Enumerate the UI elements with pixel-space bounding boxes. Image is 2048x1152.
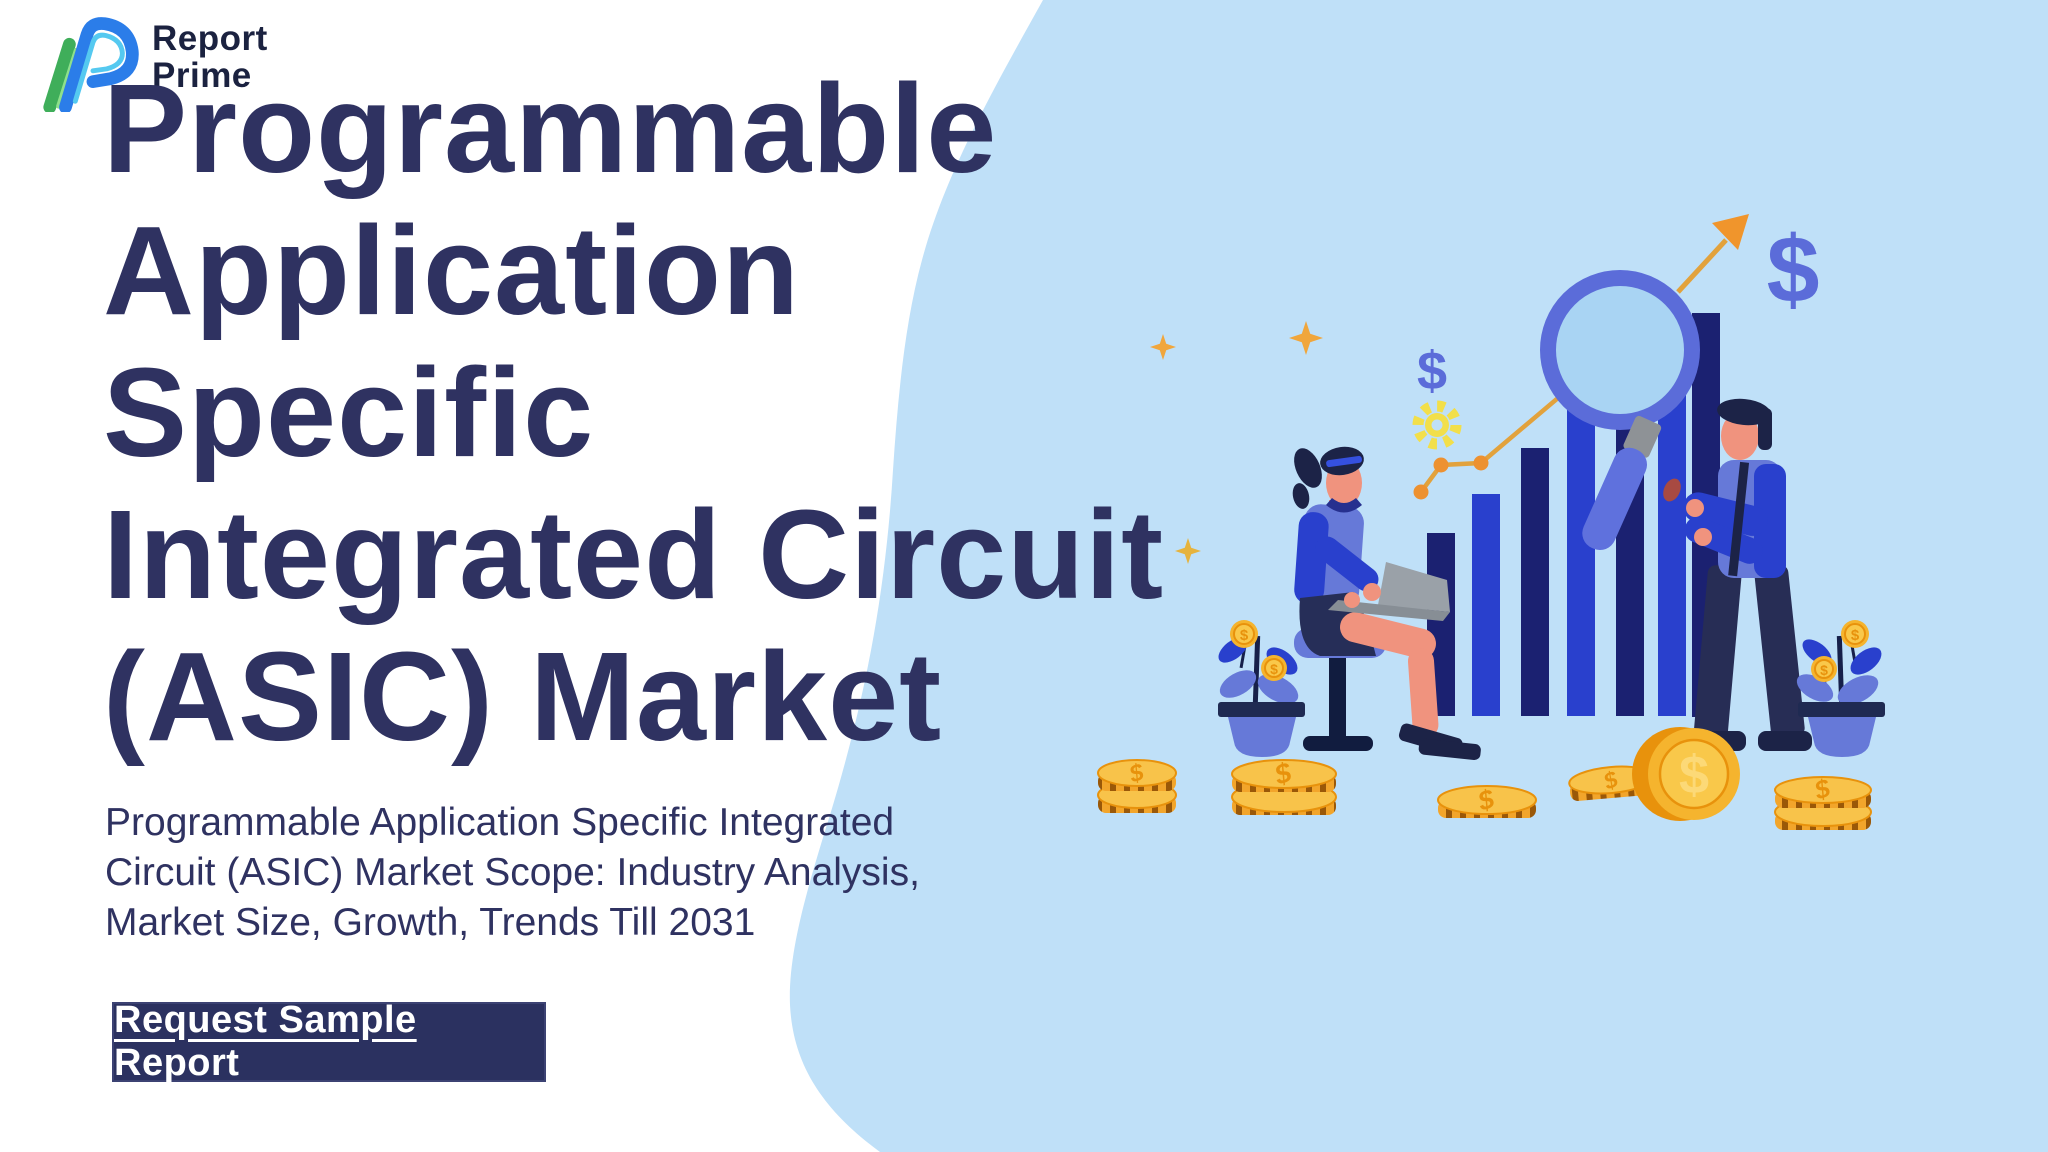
svg-text:$: $ <box>1851 627 1860 644</box>
title-line: Specific <box>103 342 595 483</box>
report-prime-logo-icon <box>43 17 139 112</box>
svg-text:$: $ <box>1270 661 1278 677</box>
gear-icon <box>1412 400 1462 450</box>
subtitle-line: Circuit (ASIC) Market Scope: Industry An… <box>105 851 920 894</box>
svg-text:$: $ <box>1679 745 1709 805</box>
money-plant: $ $ <box>1796 620 1885 757</box>
coin-stack: $ <box>1231 756 1337 815</box>
coin-stack: $ <box>1774 773 1872 830</box>
logo-text-prime: Prime <box>152 56 252 95</box>
title-line: Integrated Circuit <box>103 484 1165 625</box>
dollar-icon: $ <box>1417 341 1447 401</box>
request-sample-report-label: Request Sample Report <box>114 999 417 1084</box>
coin-stack: $ <box>1097 759 1177 813</box>
coin-stack: $ <box>1568 765 1654 801</box>
title-line: Application <box>103 200 800 341</box>
money-plant: $ $ <box>1218 620 1305 757</box>
dollar-icon: $ <box>1767 217 1820 323</box>
request-sample-report-button[interactable]: Request Sample Report <box>112 999 546 1084</box>
title-line: (ASIC) Market <box>103 626 943 767</box>
subtitle-line: Market Size, Growth, Trends Till 2031 <box>105 901 756 944</box>
logo: Report Prime <box>36 12 268 112</box>
magnifier-icon <box>1540 270 1700 551</box>
dollar-coin: $ <box>1632 727 1740 821</box>
subtitle-line: Programmable Application Specific Integr… <box>105 801 895 844</box>
subtitle: Programmable Application Specific Integr… <box>105 798 920 948</box>
trend-arrow-icon <box>1676 214 1749 294</box>
sparkle-icon <box>1150 321 1323 564</box>
page-title: Programmable Application Specific Integr… <box>103 58 1164 768</box>
analyst-woman <box>1292 446 1481 761</box>
title-line: Programmable <box>103 58 998 199</box>
svg-text:$: $ <box>1240 627 1249 644</box>
coin-stack: $ <box>1437 783 1537 818</box>
svg-text:$: $ <box>1820 662 1828 678</box>
logo-text-report: Report <box>152 19 268 58</box>
